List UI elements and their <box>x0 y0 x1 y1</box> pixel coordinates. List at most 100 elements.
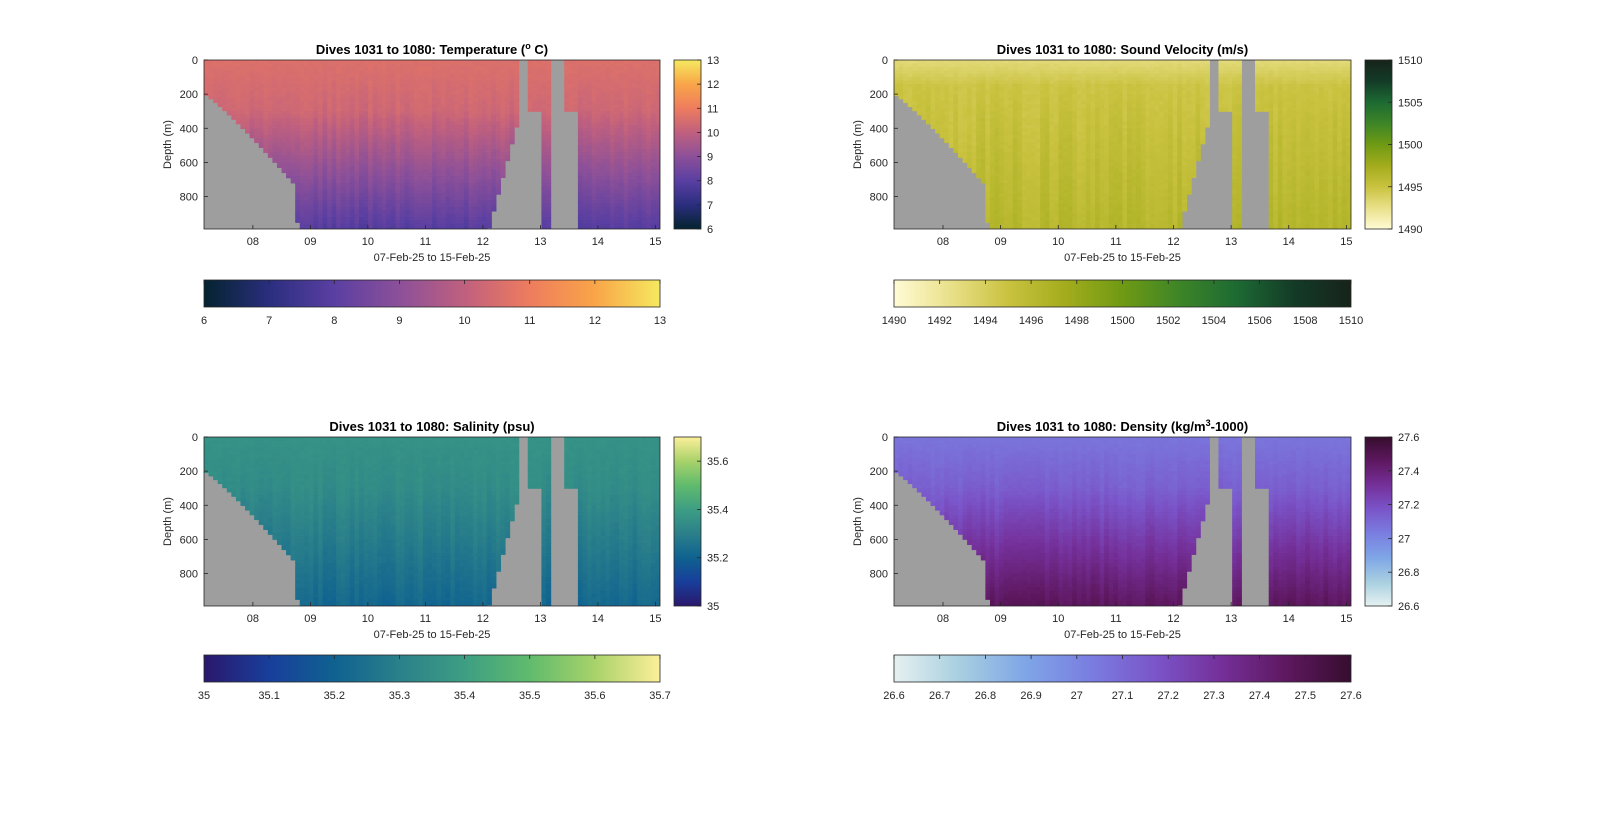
data-cell <box>509 66 515 71</box>
data-cell <box>427 97 433 102</box>
data-cell <box>509 63 515 68</box>
data-cell <box>322 104 328 109</box>
data-cell <box>894 70 900 75</box>
data-cell <box>345 179 351 184</box>
data-cell <box>422 60 429 65</box>
data-cell <box>258 70 264 75</box>
data-cell <box>299 77 305 82</box>
data-cell <box>322 124 328 129</box>
data-cell <box>327 217 333 222</box>
data-cell <box>249 97 255 102</box>
data-cell <box>313 172 319 177</box>
data-cell <box>281 70 287 75</box>
data-cell <box>422 159 429 164</box>
data-cell <box>486 176 492 181</box>
data-cell <box>641 87 647 92</box>
data-cell <box>340 66 346 71</box>
data-cell <box>441 155 447 160</box>
data-cell <box>413 80 419 85</box>
data-cell <box>591 87 597 92</box>
data-cell <box>386 152 392 157</box>
data-cell <box>349 199 356 204</box>
data-cell <box>985 220 991 223</box>
data-cell <box>345 63 351 68</box>
data-cell <box>587 124 593 129</box>
data-cell <box>304 80 310 85</box>
data-cell <box>390 135 397 140</box>
data-cell <box>921 104 927 109</box>
data-cell <box>925 83 932 88</box>
data-cell <box>299 162 305 167</box>
data-cell <box>290 121 296 126</box>
data-cell <box>655 152 660 157</box>
data-cell <box>912 87 918 92</box>
data-cell <box>596 70 602 75</box>
data-cell <box>318 155 324 160</box>
data-cell <box>432 121 438 126</box>
data-cell <box>363 186 369 191</box>
data-cell <box>623 206 629 211</box>
data-cell <box>276 70 283 75</box>
data-cell <box>482 104 488 109</box>
data-cell <box>304 87 310 92</box>
data-cell <box>281 159 287 164</box>
data-cell <box>468 213 474 218</box>
data-cell <box>1012 114 1018 119</box>
data-cell <box>308 77 315 82</box>
data-cell <box>245 90 251 95</box>
data-cell <box>577 145 584 150</box>
data-cell <box>295 186 301 191</box>
data-cell <box>495 73 501 78</box>
data-cell <box>441 128 447 133</box>
data-cell <box>331 145 337 150</box>
data-cell <box>413 118 419 123</box>
data-cell <box>632 179 638 184</box>
data-cell <box>541 128 547 133</box>
data-cell <box>477 145 483 150</box>
data-cell <box>395 145 401 150</box>
data-cell <box>450 100 456 105</box>
data-cell <box>363 217 369 222</box>
data-cell <box>381 193 387 198</box>
data-cell <box>313 111 319 116</box>
data-cell <box>463 152 470 157</box>
data-cell <box>427 63 433 68</box>
data-cell <box>441 135 447 140</box>
data-cell <box>459 162 465 167</box>
data-cell <box>618 152 625 157</box>
data-cell <box>564 77 570 82</box>
data-cell <box>500 172 506 177</box>
data-cell <box>989 73 996 78</box>
data-cell <box>454 138 460 143</box>
data-cell <box>482 162 488 167</box>
data-cell <box>381 80 387 85</box>
data-cell <box>962 60 968 65</box>
data-cell <box>349 155 356 160</box>
data-cell <box>272 145 278 150</box>
data-cell <box>632 206 638 211</box>
data-cell <box>263 131 269 136</box>
data-cell <box>500 169 506 174</box>
data-cell <box>432 179 438 184</box>
data-cell <box>486 165 492 170</box>
data-cell <box>477 196 483 201</box>
data-cell <box>441 131 447 136</box>
data-cell <box>322 196 328 201</box>
data-cell <box>587 87 593 92</box>
data-cell <box>587 165 593 170</box>
data-cell <box>450 165 456 170</box>
data-cell <box>495 148 501 153</box>
heatmap-temperature <box>204 60 660 229</box>
data-cell <box>944 97 950 102</box>
data-cell <box>948 70 955 75</box>
data-cell <box>336 114 342 119</box>
data-cell <box>413 186 419 191</box>
data-cell <box>1003 97 1009 102</box>
data-cell <box>354 124 360 129</box>
data-cell <box>957 135 964 140</box>
data-cell <box>989 100 996 105</box>
data-cell <box>272 152 278 157</box>
data-cell <box>971 80 977 85</box>
data-cell <box>318 210 324 215</box>
data-cell <box>313 169 319 174</box>
